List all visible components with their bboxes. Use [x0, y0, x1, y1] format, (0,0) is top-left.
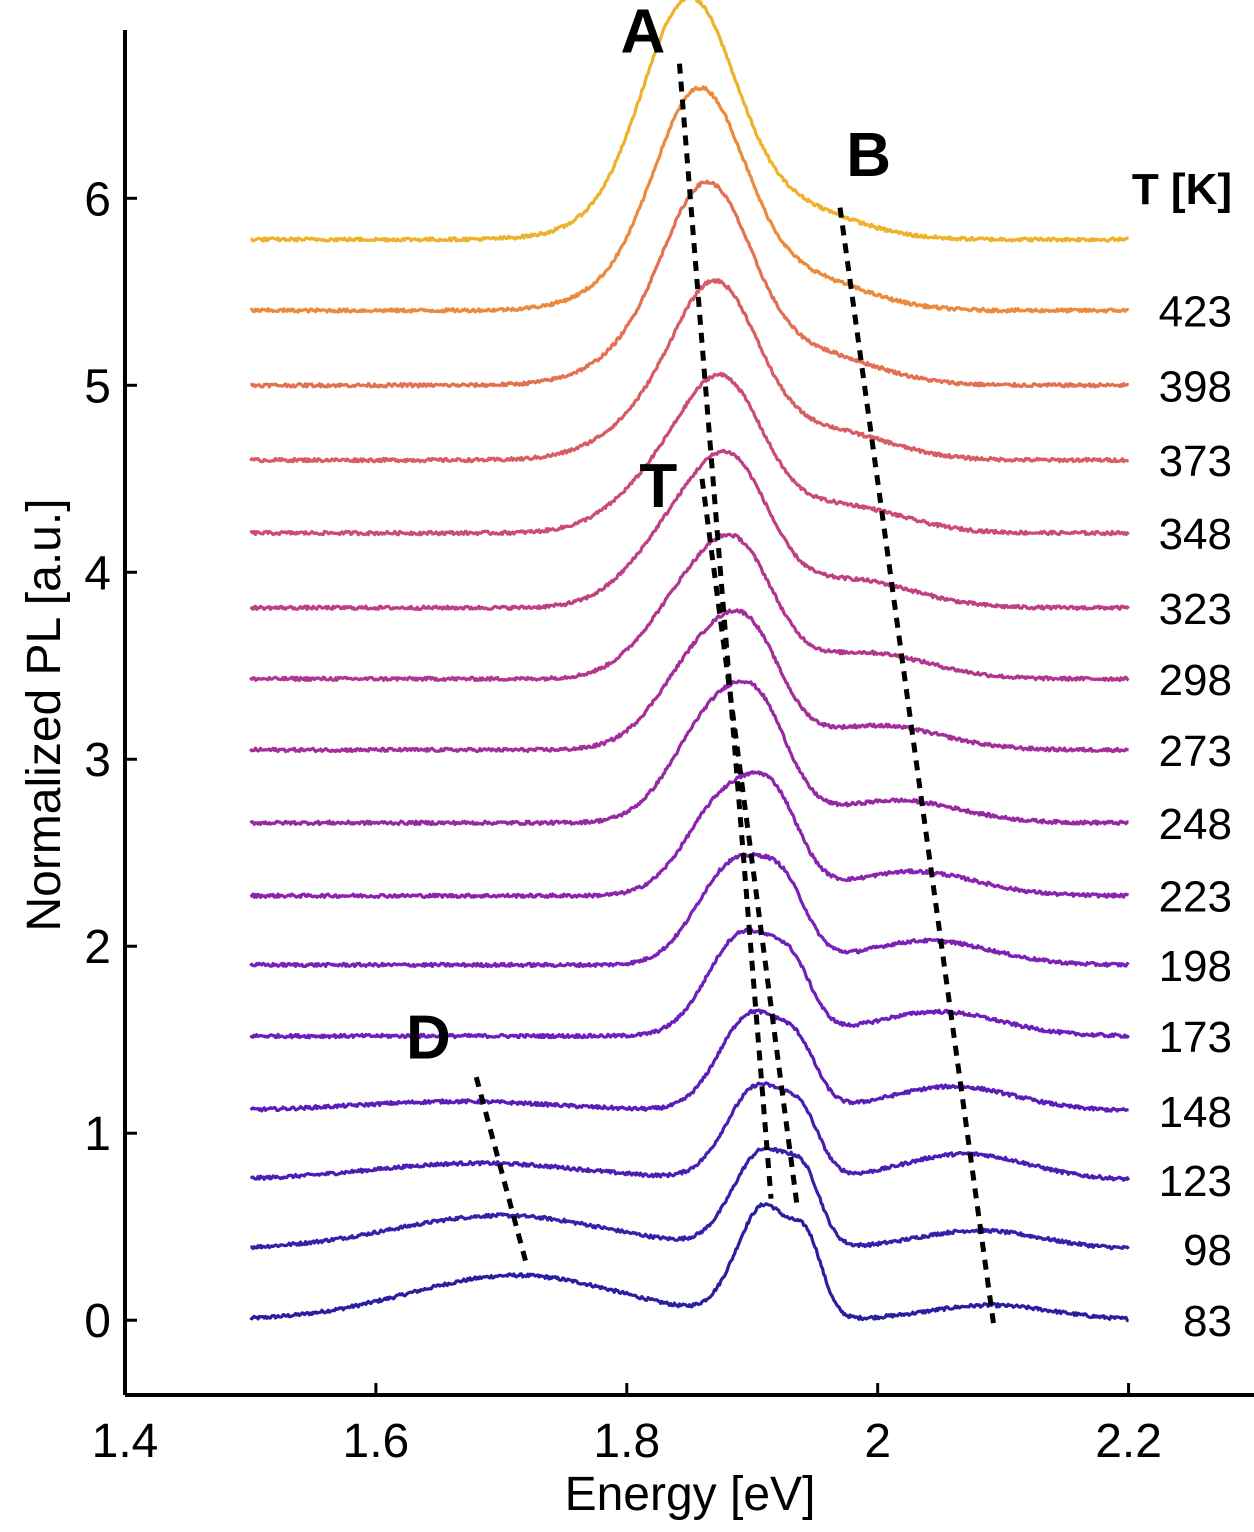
- spectrum-line-top: [250, 0, 1129, 243]
- x-tick-label: 2: [864, 1415, 891, 1468]
- y-tick-label: 5: [84, 360, 111, 413]
- spectrum-line-198: [249, 851, 1130, 969]
- label-backing: [1136, 288, 1236, 335]
- spectrum-line-223: [249, 770, 1130, 900]
- annotations: A B T D: [406, 0, 997, 1330]
- spectrum-line-173: [249, 927, 1130, 1040]
- temperature-label: 398: [1159, 362, 1232, 411]
- annotation-line-d: [473, 1076, 529, 1265]
- spectrum-line-373: [249, 278, 1129, 464]
- label-backing: [1136, 800, 1236, 847]
- temperature-labels: T [K] 83 98 123 148 173 198 223 248 273 298 323 348…: [1132, 165, 1236, 1346]
- annotation-label-b: B: [846, 121, 891, 190]
- temperature-label: 148: [1159, 1088, 1232, 1137]
- temperature-label: 273: [1159, 727, 1232, 776]
- annotation-label-d: D: [406, 1003, 451, 1072]
- legend-title: T [K]: [1132, 165, 1232, 214]
- y-tick-label: 3: [84, 734, 111, 787]
- y-tick-label: 2: [84, 921, 111, 974]
- temperature-label: 173: [1159, 1013, 1232, 1062]
- spectrum-line-123: [250, 1081, 1131, 1182]
- x-tick-label: 1.4: [92, 1415, 159, 1468]
- label-backing: [1136, 363, 1236, 410]
- label-backing: [1136, 1088, 1236, 1135]
- label-backing: [1136, 1157, 1236, 1204]
- y-tick-label: 4: [84, 547, 111, 600]
- spectrum-line-273: [249, 608, 1129, 754]
- label-backing: [1136, 656, 1236, 703]
- spectrum-line-83: [249, 1202, 1129, 1323]
- label-backing: [1136, 1298, 1236, 1345]
- label-backing: [1136, 873, 1236, 920]
- temperature-label: 373: [1159, 437, 1232, 486]
- annotation-line-t: [699, 478, 800, 1209]
- y-tick-label: 0: [84, 1295, 111, 1348]
- temperature-label: 323: [1159, 585, 1232, 634]
- x-tick-label: 1.8: [593, 1415, 660, 1468]
- annotation-line-b: [837, 207, 997, 1330]
- annotation-label-t: T: [639, 452, 677, 521]
- spectrum-line-148: [249, 1008, 1129, 1113]
- temperature-label: 248: [1159, 800, 1232, 849]
- label-backing: [1136, 510, 1236, 557]
- spectrum-line-348: [249, 371, 1130, 537]
- annotation-line-a: [676, 63, 774, 1199]
- temperature-label: 348: [1159, 510, 1232, 559]
- spectra-curves: [249, 0, 1131, 1323]
- spectrum-line-323: [249, 448, 1130, 612]
- label-backing: [1136, 585, 1236, 632]
- ticks: 1.4 1.6 1.8 2 2.2 0 1 2 3 4 5 6: [84, 173, 1162, 1468]
- y-tick-label: 6: [84, 173, 111, 226]
- label-backing: [1136, 1227, 1236, 1274]
- axes: [123, 30, 1254, 1397]
- label-backing: [1136, 727, 1236, 774]
- temperature-label: 123: [1159, 1157, 1232, 1206]
- temperature-label: 198: [1159, 942, 1232, 991]
- x-tick-label: 2.2: [1095, 1415, 1162, 1468]
- x-tick-label: 1.6: [343, 1415, 410, 1468]
- spectrum-line-98: [250, 1145, 1130, 1251]
- spectrum-line-423: [249, 85, 1130, 314]
- spectrum-line-248: [249, 679, 1129, 827]
- x-axis-title: Energy [eV]: [565, 1468, 816, 1521]
- y-axis-title: Normalized PL [a.u.]: [18, 498, 71, 931]
- y-tick-label: 1: [84, 1108, 111, 1161]
- temperature-label: 98: [1183, 1226, 1232, 1275]
- label-backing: [1136, 942, 1236, 989]
- label-backing: [1136, 438, 1236, 485]
- spectrum-line-298: [249, 532, 1130, 683]
- temperature-label: 223: [1159, 873, 1232, 922]
- temperature-label: 298: [1159, 656, 1232, 705]
- label-backing: [1136, 1013, 1236, 1060]
- temperature-label: 83: [1183, 1297, 1232, 1346]
- annotation-label-a: A: [621, 0, 666, 66]
- temperature-label: 423: [1159, 287, 1232, 336]
